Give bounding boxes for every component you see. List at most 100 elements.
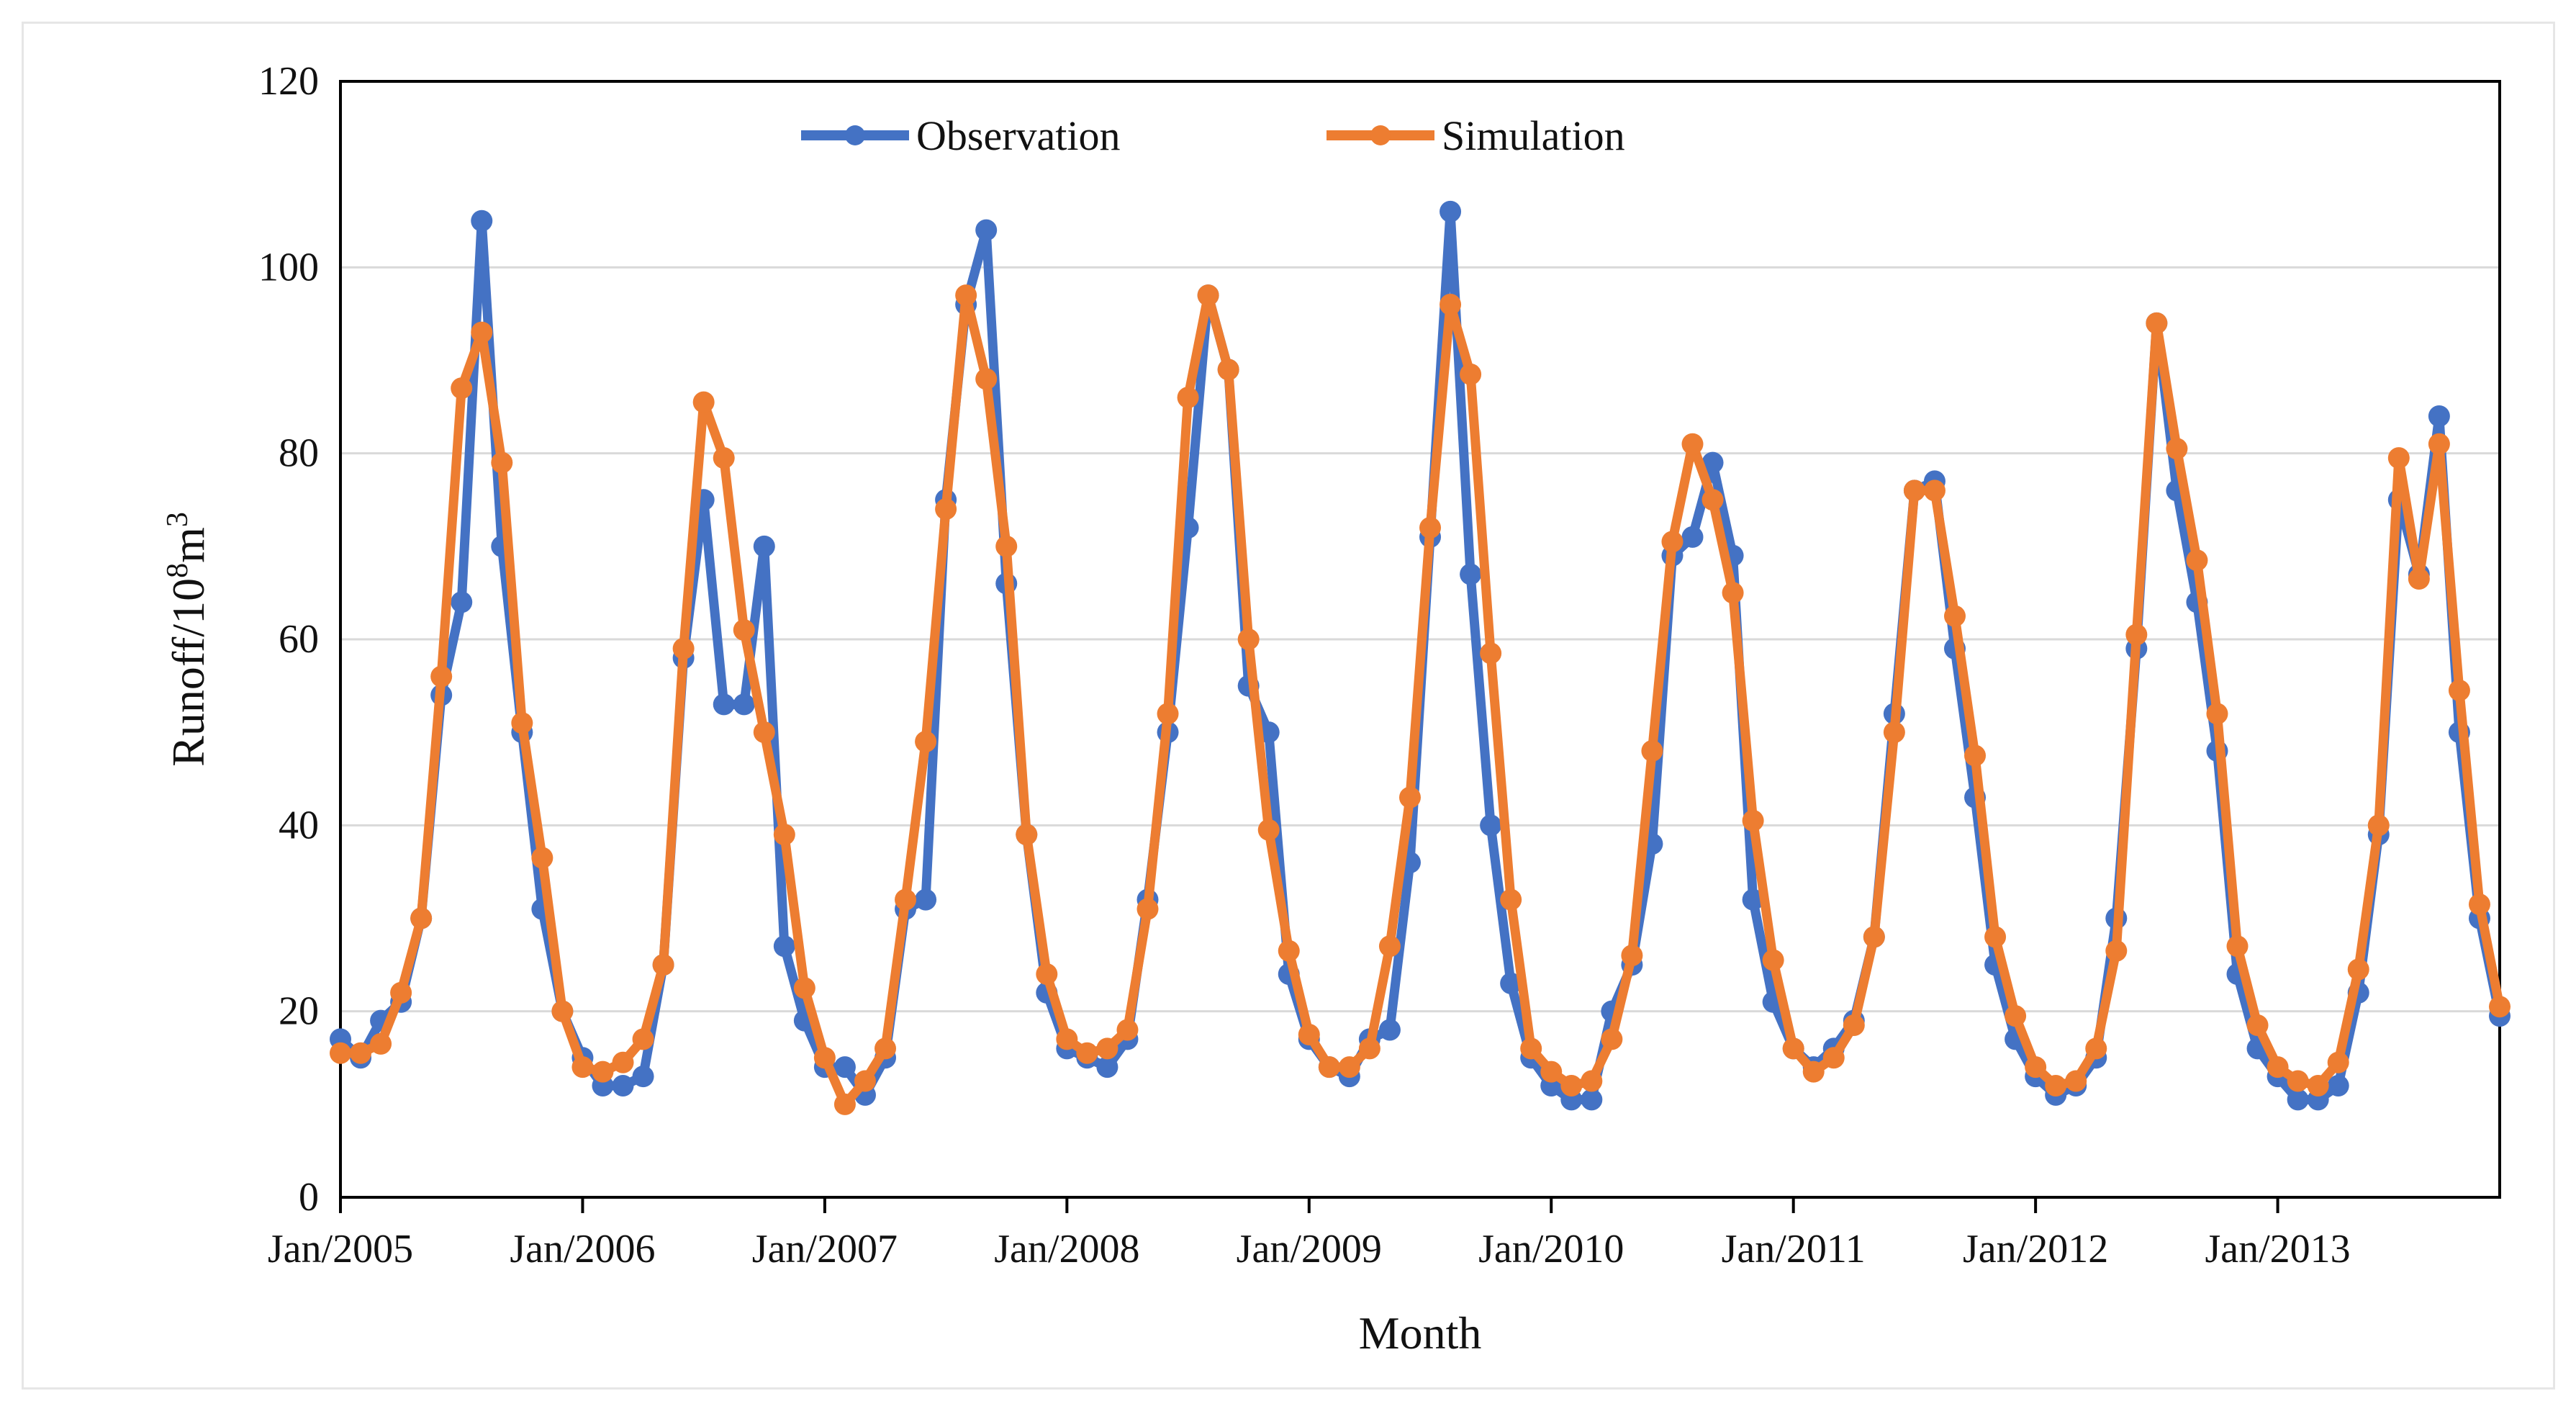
- legend: Observation Simulation: [801, 112, 1625, 159]
- legend-item-simulation: Simulation: [1327, 112, 1625, 159]
- data-point-simulation: [1520, 1037, 1542, 1060]
- data-point-simulation: [1701, 489, 1724, 511]
- data-point-observation: [1440, 200, 1462, 222]
- x-tick-label: Jan/2006: [510, 1227, 655, 1271]
- data-point-observation: [471, 210, 493, 232]
- data-point-observation: [1681, 526, 1704, 548]
- data-point-simulation: [1358, 1037, 1380, 1060]
- data-point-simulation: [1601, 1028, 1623, 1050]
- data-point-simulation: [2307, 1075, 2329, 1096]
- data-point-simulation: [2428, 433, 2450, 455]
- data-point-simulation: [915, 731, 937, 753]
- plot-area-border: [339, 80, 2501, 1199]
- data-point-simulation: [1480, 642, 1502, 665]
- data-point-simulation: [1661, 531, 1684, 553]
- data-point-simulation: [1419, 517, 1442, 539]
- data-point-simulation: [511, 712, 533, 734]
- data-point-simulation: [1621, 945, 1643, 967]
- data-point-simulation: [955, 284, 977, 307]
- chart-frame: 0 20 40 60 80 100 120 Jan/2005 Jan/2006 Jan/2007…: [22, 22, 2555, 1390]
- data-point-simulation: [875, 1037, 897, 1060]
- data-point-simulation: [2267, 1056, 2289, 1078]
- data-point-simulation: [1440, 294, 1462, 315]
- data-point-simulation: [410, 907, 433, 929]
- data-point-simulation: [1863, 926, 1885, 948]
- y-axis-title: Runoff/108m3: [161, 512, 214, 767]
- data-point-simulation: [1883, 721, 1905, 744]
- data-point-simulation: [2065, 1070, 2087, 1092]
- data-point-simulation: [1641, 740, 1663, 762]
- data-point-simulation: [1460, 363, 1482, 385]
- data-point-simulation: [1278, 940, 1300, 962]
- x-axis-title: Month: [1359, 1307, 1482, 1359]
- y-tick-label: 60: [279, 617, 319, 662]
- data-point-simulation: [350, 1042, 372, 1064]
- data-point-observation: [1500, 972, 1522, 994]
- data-point-simulation: [1540, 1060, 1563, 1083]
- data-point-simulation: [1722, 582, 1744, 604]
- legend-simulation-marker: [1370, 125, 1391, 145]
- data-point-observation: [451, 591, 473, 613]
- data-point-observation: [1581, 1089, 1603, 1111]
- data-point-simulation: [2045, 1075, 2067, 1096]
- y-tick-label: 120: [258, 59, 319, 104]
- data-point-simulation: [2105, 940, 2128, 962]
- data-point-simulation: [592, 1060, 614, 1083]
- data-point-simulation: [1136, 898, 1159, 920]
- x-tick-label: Jan/2008: [994, 1227, 1139, 1271]
- data-point-simulation: [612, 1051, 634, 1073]
- x-tick-label: Jan/2013: [2205, 1227, 2350, 1271]
- data-point-simulation: [571, 1056, 594, 1078]
- data-point-simulation: [935, 498, 957, 521]
- data-point-simulation: [2125, 623, 2148, 646]
- data-point-observation: [733, 693, 755, 716]
- data-point-observation: [1096, 1056, 1118, 1078]
- data-point-simulation: [2367, 814, 2390, 837]
- data-point-simulation: [2327, 1051, 2349, 1073]
- data-point-observation: [1480, 814, 1502, 837]
- data-point-simulation: [813, 1047, 836, 1069]
- data-point-simulation: [793, 977, 815, 999]
- data-point-simulation: [1923, 479, 1945, 502]
- data-point-observation: [713, 693, 735, 716]
- y-axis-title-unit: m: [163, 527, 214, 563]
- data-point-simulation: [1742, 809, 1764, 832]
- data-point-simulation: [2166, 438, 2188, 460]
- data-point-simulation: [2408, 568, 2430, 590]
- data-point-simulation: [895, 888, 917, 911]
- data-point-simulation: [491, 451, 513, 474]
- x-tick-label: Jan/2011: [1722, 1227, 1866, 1271]
- x-tick-label: Jan/2009: [1237, 1227, 1382, 1271]
- data-point-simulation: [1036, 963, 1058, 985]
- data-point-simulation: [2146, 312, 2168, 334]
- data-point-simulation: [2025, 1056, 2047, 1078]
- legend-observation-marker: [845, 125, 865, 145]
- data-point-simulation: [1096, 1037, 1118, 1060]
- data-point-simulation: [2085, 1037, 2107, 1060]
- data-point-simulation: [1903, 479, 1925, 502]
- data-point-simulation: [713, 447, 735, 469]
- data-point-simulation: [1257, 819, 1280, 841]
- data-point-simulation: [1581, 1070, 1603, 1092]
- x-tick-label: Jan/2007: [752, 1227, 898, 1271]
- data-point-simulation: [2489, 996, 2511, 1018]
- data-point-simulation: [1016, 824, 1038, 846]
- y-axis-title-exp2: 3: [161, 512, 194, 527]
- legend-simulation-label: Simulation: [1442, 112, 1625, 159]
- data-point-simulation: [1984, 926, 2007, 948]
- data-point-simulation: [1802, 1060, 1825, 1083]
- data-point-simulation: [430, 665, 453, 688]
- series-line-simulation: [335, 290, 2505, 1109]
- x-axis-ticks: Jan/2005 Jan/2006 Jan/2007 Jan/2008 Jan/2009…: [268, 1197, 2351, 1271]
- data-point-simulation: [692, 391, 715, 413]
- data-point-simulation: [1056, 1028, 1078, 1050]
- data-point-simulation: [1843, 1014, 1865, 1037]
- data-point-observation: [2327, 1075, 2349, 1096]
- data-point-simulation: [854, 1070, 876, 1092]
- x-tick-label: Jan/2005: [268, 1227, 413, 1271]
- data-point-simulation: [2206, 703, 2228, 725]
- runoff-line-chart: 0 20 40 60 80 100 120 Jan/2005 Jan/2006 Jan/2007…: [161, 59, 2511, 1359]
- data-point-observation: [612, 1075, 634, 1096]
- data-point-simulation: [1157, 703, 1179, 725]
- data-point-simulation: [1943, 605, 1966, 627]
